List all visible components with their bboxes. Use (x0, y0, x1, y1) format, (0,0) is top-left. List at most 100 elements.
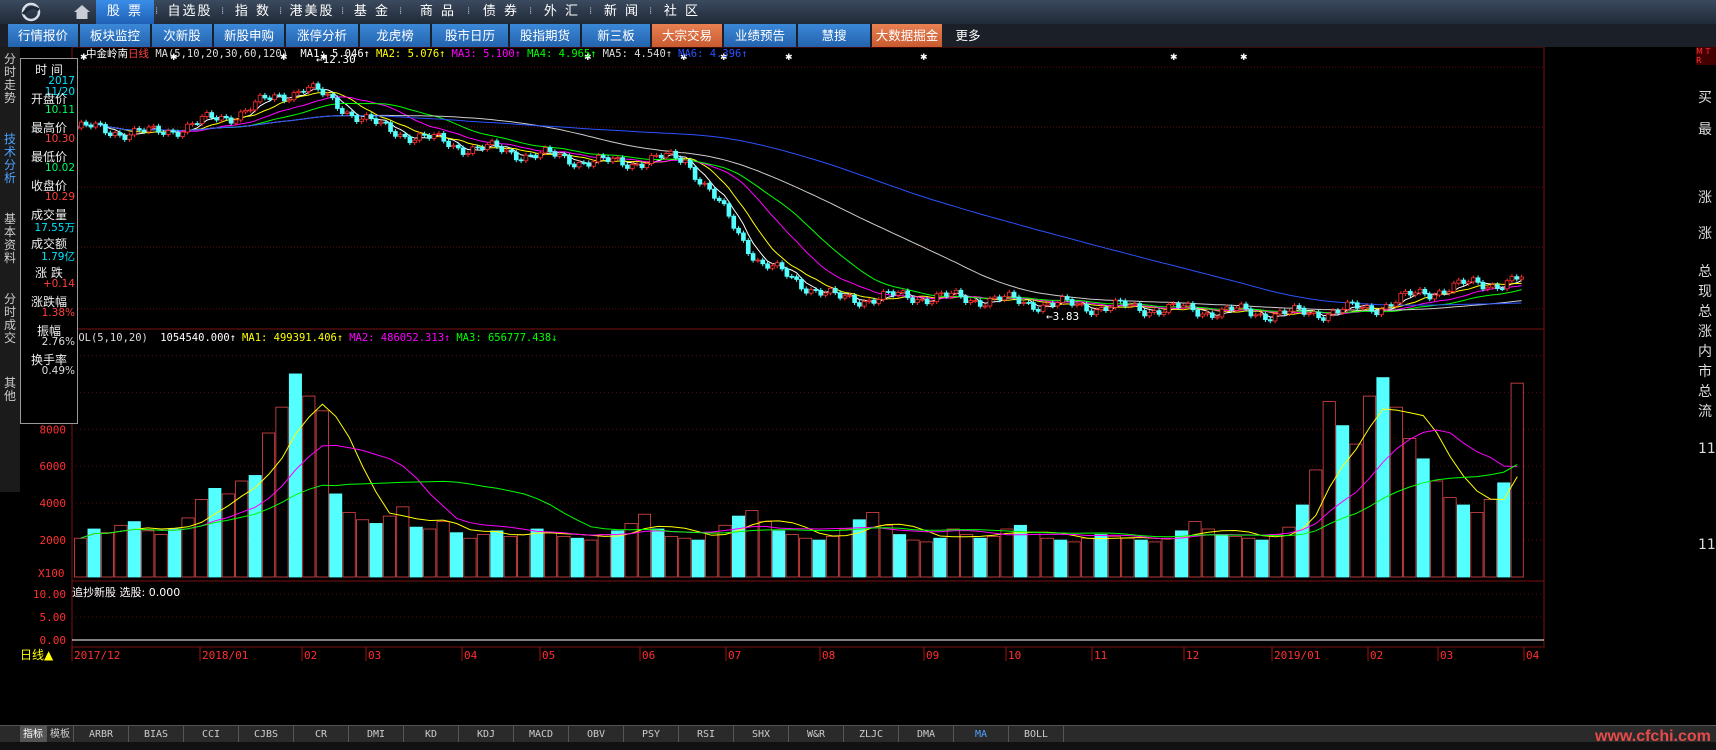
indicator-tab-psy[interactable]: PSY (624, 726, 679, 743)
indicator-tab-zljc[interactable]: ZLJC (844, 726, 899, 743)
event-marker-icon[interactable]: ✱ (720, 53, 728, 63)
kline-chart[interactable]: 12000100008000600040002000X10010.005.000… (20, 47, 1696, 719)
side-tab-2[interactable]: 基本资料 (3, 212, 16, 265)
indicator-tab-arbr[interactable]: ARBR (74, 726, 129, 743)
nav-item-2[interactable]: 指 数 (234, 4, 272, 19)
side-tab-3[interactable]: 分时成交 (3, 292, 16, 345)
subnav-item-9[interactable]: 大宗交易 (652, 24, 722, 47)
candle-body (223, 116, 229, 119)
stock-name: 中金岭南 (86, 48, 128, 60)
side-tab-4[interactable]: 其他 (3, 376, 16, 403)
right-panel-label: 11 (1698, 537, 1716, 553)
subnav-item-6[interactable]: 股市日历 (432, 24, 508, 47)
info-label: 成交额 (30, 237, 67, 251)
subnav-item-1[interactable]: 板块监控 (80, 24, 150, 47)
candle-body (915, 299, 920, 304)
subnav-item-7[interactable]: 股指期货 (510, 24, 580, 47)
nav-item-6[interactable]: 债 券 (482, 4, 520, 19)
indicator-tab-指标[interactable]: 指标 (20, 726, 47, 743)
indicator-tab-dmi[interactable]: DMI (349, 726, 404, 743)
event-marker-icon[interactable]: ✱ (680, 53, 688, 63)
subnav-item-3[interactable]: 新股申购 (214, 24, 284, 47)
candle-body (1504, 280, 1510, 290)
nav-item-7[interactable]: 外 汇 (543, 4, 581, 19)
candle-body (1243, 303, 1249, 310)
nav-item-5[interactable]: 商 品 (419, 4, 457, 19)
subnav-item-10[interactable]: 业绩预告 (724, 24, 796, 47)
event-marker-icon[interactable]: ✱ (170, 53, 178, 63)
candle-body (1069, 299, 1075, 306)
indicator-tab-boll[interactable]: BOLL (1009, 726, 1064, 743)
subnav-item-4[interactable]: 涨停分析 (286, 24, 358, 47)
candle-body (1127, 304, 1133, 307)
indicator-tab-cr[interactable]: CR (294, 726, 349, 743)
indicator-tab-dma[interactable]: DMA (899, 726, 954, 743)
indicator-tab-cci[interactable]: CCI (184, 726, 239, 743)
candle-body (141, 129, 147, 133)
nav-item-8[interactable]: 新 闻 (603, 4, 641, 19)
event-marker-icon[interactable]: ✱ (320, 53, 328, 63)
indicator-tab-kd[interactable]: KD (404, 726, 459, 743)
candle-body (596, 154, 601, 163)
period-badge[interactable]: 日线▲ (20, 648, 54, 662)
indicator-tab-kdj[interactable]: KDJ (459, 726, 514, 743)
indicator-tab-macd[interactable]: MACD (514, 726, 569, 743)
candle-body (1185, 303, 1191, 307)
watermark: www.cfchi.com (1595, 728, 1711, 745)
indicator-tab-rsi[interactable]: RSI (679, 726, 734, 743)
subnav-item-12[interactable]: 大数据掘金 (872, 24, 942, 47)
event-marker-icon[interactable]: ✱ (1240, 53, 1248, 63)
candle-body (161, 131, 166, 135)
nav-item-9[interactable]: 社 区 (663, 4, 701, 19)
side-tab-1[interactable]: 技术分析 (3, 132, 16, 185)
volume-bar (799, 537, 813, 578)
indicator-tab-w&r[interactable]: W&R (789, 726, 844, 743)
nav-item-3[interactable]: 港美股 (289, 4, 335, 19)
indicator-tab-模板[interactable]: 模板 (47, 726, 74, 743)
indicator-tab-obv[interactable]: OBV (569, 726, 624, 743)
volume-bar (409, 526, 423, 578)
info-label: 收盘价 (30, 179, 67, 193)
right-panel-tag-icon[interactable]: M T R (1696, 47, 1716, 65)
candle-body (1437, 290, 1442, 296)
event-marker-icon[interactable]: ✱ (280, 53, 288, 63)
subnav-item-11[interactable]: 慧搜 (798, 24, 870, 47)
candle-body (1016, 296, 1022, 304)
nav-item-1[interactable]: 自选股 (167, 4, 213, 19)
volume-bar (1322, 401, 1336, 578)
candle-body (1098, 307, 1104, 311)
indicator-tab-cjbs[interactable]: CJBS (239, 726, 294, 743)
candle-body (354, 115, 360, 122)
candle-body (199, 116, 205, 124)
indicator-tab-ma[interactable]: MA (954, 726, 1009, 743)
volume-bar (288, 373, 302, 578)
candle-body (1277, 310, 1283, 315)
candle-body (214, 117, 219, 121)
indicator-tab-bias[interactable]: BIAS (129, 726, 184, 743)
subnav-item-8[interactable]: 新三板 (582, 24, 650, 47)
event-marker-icon[interactable]: ✱ (1170, 53, 1178, 63)
event-marker-icon[interactable]: ✱ (584, 53, 592, 63)
subnav-item-5[interactable]: 龙虎榜 (360, 24, 430, 47)
event-marker-icon[interactable]: ✱ (920, 53, 928, 63)
volume-bar (248, 475, 262, 578)
subnav-item-2[interactable]: 次新股 (152, 24, 212, 47)
candle-body (1011, 291, 1017, 298)
nav-item-4[interactable]: 基 金 (353, 4, 391, 19)
subnav-item-13[interactable]: 更多 (955, 28, 981, 43)
candle-body (581, 162, 587, 164)
volume-bar (1497, 482, 1511, 578)
side-tab-0[interactable]: 分时走势 (3, 52, 16, 105)
event-marker-icon[interactable]: ✱ (80, 53, 88, 63)
event-marker-icon[interactable]: ✱ (785, 53, 793, 63)
app-logo-icon[interactable] (0, 0, 62, 24)
volume-bar (342, 511, 356, 578)
volume-bar (1228, 535, 1242, 578)
candle-body (1113, 299, 1118, 308)
subnav-item-0[interactable]: 行情报价 (8, 24, 78, 47)
candle-body (1490, 284, 1495, 288)
candle-body (1427, 293, 1433, 300)
home-icon[interactable] (70, 2, 94, 22)
nav-item-0[interactable]: 股 票 (96, 0, 154, 24)
indicator-tab-shx[interactable]: SHX (734, 726, 789, 743)
